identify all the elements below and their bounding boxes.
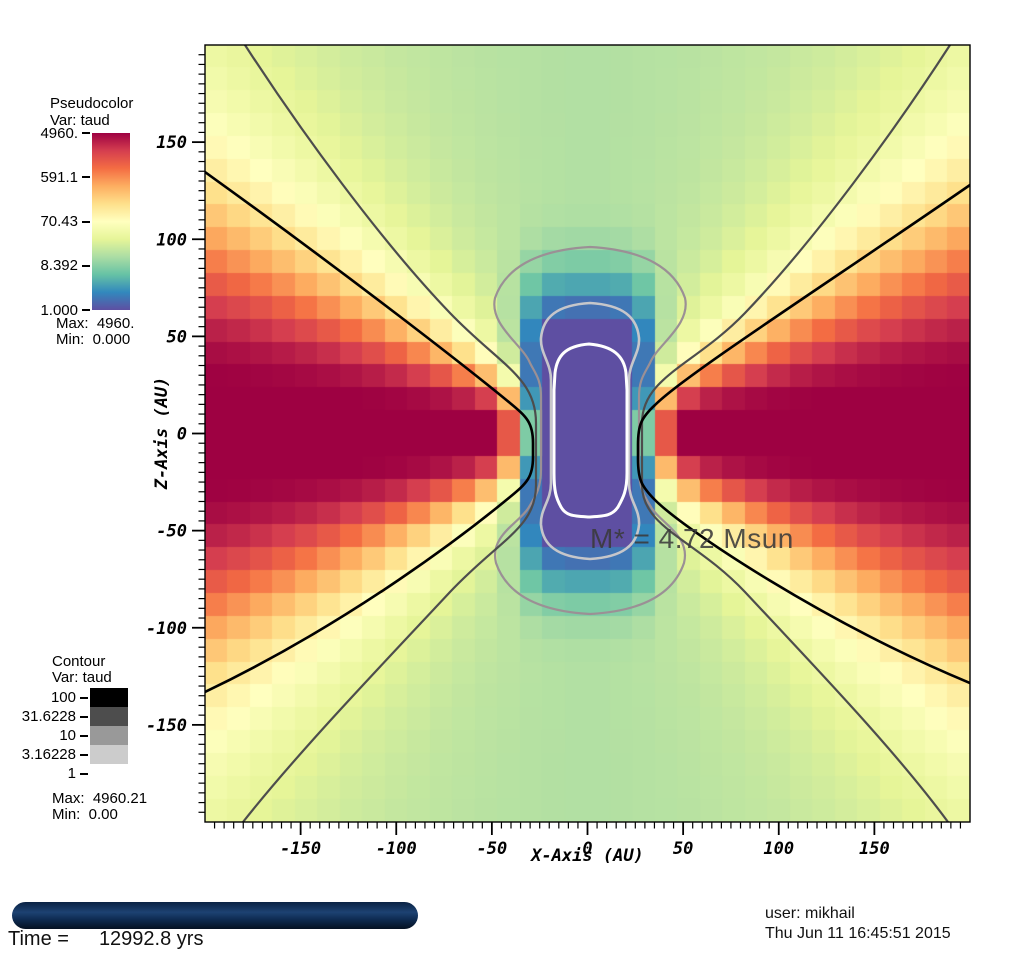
contour-legend-row: 1 [16,764,128,783]
pseudocolor-legend-var: Var: taud [50,112,110,129]
contour-tick-dash [80,734,88,737]
contour-legend-row: 10 [16,726,128,745]
contour-legend-title: Contour [52,653,106,670]
x-axis-title: X-Axis (AU) [531,846,644,866]
colorbar-tick: 591.1 [16,168,90,186]
time-slider-bar[interactable] [12,902,418,929]
colorbar-tick: 4960. [16,124,90,142]
contour-level-swatch [90,726,128,745]
contour-level-swatch [90,688,128,707]
contour-line-100 [636,183,970,685]
contour-max-label: Max: 4960.21 [52,790,148,807]
pseudocolor-legend-title: Pseudocolor [50,95,134,112]
contour-level-label: 31.6228 [21,708,76,725]
colorbar-tick: 8.392 [16,257,90,275]
colorbar-tick-label: 70.43 [40,213,78,230]
colorbar-tick: 70.43 [16,213,90,230]
z-tick-label: -100 [146,619,187,639]
contour-level-swatch [90,707,128,726]
z-tick-label: 150 [156,133,187,153]
colorbar-tick-label: 591.1 [40,168,78,186]
time-label: Time = [8,928,69,950]
pseudocolor-colorbar [92,133,130,310]
contour-line-31.6228 [241,45,538,822]
contour-line-31.6228 [640,45,952,822]
contour-tick-dash [80,753,88,756]
contour-min-label: Min: 0.00 [52,806,118,823]
contour-tick-dash [80,696,88,699]
colorbar-tick-label: 8.392 [40,257,78,275]
contour-legend-row: 100 [16,688,128,707]
colorbar-tick-label: 1.000 [40,301,78,319]
contour-level-label: 3.16228 [21,746,76,763]
contour-legend-var: Var: taud [52,669,112,686]
colorbar-tick-dash [82,176,90,179]
colorbar-tick-dash [82,220,90,223]
contour-level-label: 100 [50,689,76,706]
contour-legend-row: 3.16228 [16,745,128,764]
contour-legend-row: 31.6228 [16,707,128,726]
contour-tick-dash [80,772,88,775]
colorbar-tick-dash [82,264,90,267]
time-value: 12992.8 yrs [98,928,204,950]
contour-level-swatch [90,764,128,783]
contour-level-swatch [90,745,128,764]
z-tick-label: 100 [156,230,187,250]
timestamp-label: Thu Jun 11 16:45:51 2015 [765,925,951,942]
time-readout: Time = 12992.8 yrs [8,928,203,951]
contour-line-1 [552,342,629,519]
colorbar-tick: 1.000 [16,301,90,319]
z-tick-label: -50 [156,522,187,542]
colorbar-tick-dash [82,132,90,134]
contour-tick-dash [80,715,88,718]
z-tick-label: -150 [146,716,187,736]
z-tick-label: 0 [177,425,187,445]
user-label: user: mikhail [765,905,855,922]
contour-line-100 [205,170,535,694]
colorbar-tick-dash [82,309,90,311]
contour-line-3.16228 [539,301,641,561]
pseudocolor-min-label: Min: 0.000 [56,331,131,348]
colorbar-tick-label: 4960. [40,124,78,142]
stellar-mass-annotation: M* = 4.72 Msun [590,523,794,554]
y-axis-title: Z-Axis (AU) [152,376,172,490]
pseudocolor-max-label: Max: 4960. [56,315,135,332]
contour-level-label: 1 [67,765,76,782]
plot-area[interactable]: M* = 4.72 Msun [205,45,970,822]
contour-lines [205,45,970,822]
contour-level-label: 10 [59,727,76,744]
